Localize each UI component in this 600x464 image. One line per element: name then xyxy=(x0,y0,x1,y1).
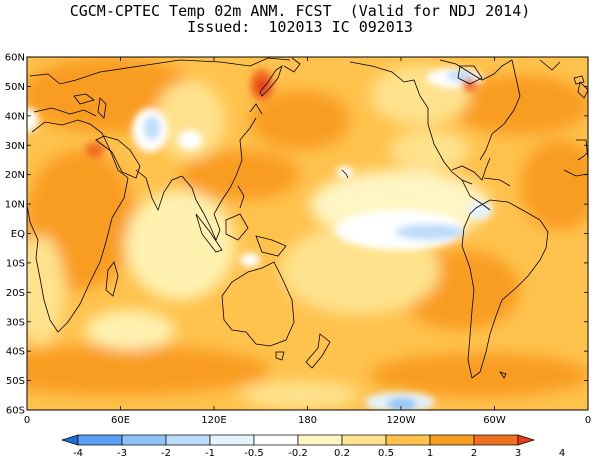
latitude-labels: 60N 50N 40N 30N 20N 10N EQ 10S 20S 30S 40S 50S 60S xyxy=(5,53,25,417)
colorbar-segment xyxy=(385,434,431,446)
lat-label: 40S xyxy=(6,347,25,358)
colorbar-segment xyxy=(297,434,343,446)
coastlines xyxy=(27,57,588,379)
lat-label: 50N xyxy=(5,82,25,93)
lat-label: 10S xyxy=(6,258,25,269)
lat-label: 10N xyxy=(5,200,25,211)
lat-label: 30S xyxy=(6,317,25,328)
colorbar-label: -1 xyxy=(205,448,215,459)
lon-label: 60W xyxy=(483,415,506,426)
lat-label: 20S xyxy=(6,288,25,299)
colorbar-segment xyxy=(429,434,475,446)
lon-label: 60E xyxy=(111,415,130,426)
lat-label: 20N xyxy=(5,170,25,181)
colorbar-segment xyxy=(473,434,519,446)
anomaly-field xyxy=(27,57,588,410)
lon-label: 0 xyxy=(24,415,30,426)
colorbar-segment xyxy=(341,434,387,446)
lat-label: 60N xyxy=(5,53,25,64)
colorbar-label: -3 xyxy=(117,448,127,459)
lon-label: 180 xyxy=(298,415,317,426)
colorbar-label: 2 xyxy=(471,448,477,459)
longitude-labels: 0 60E 120E 180 120W 60W 0 xyxy=(24,415,591,426)
colorbar-segment xyxy=(209,434,255,446)
colorbar-label: 0.5 xyxy=(378,448,394,459)
colorbar xyxy=(60,434,536,446)
colorbar-segment xyxy=(253,434,299,446)
colorbar-segment xyxy=(77,434,123,446)
colorbar-label: 0.2 xyxy=(334,448,350,459)
colorbar-segment xyxy=(517,434,536,446)
colorbar-label: 1 xyxy=(427,448,433,459)
colorbar-label: -4 xyxy=(73,448,83,459)
lat-label: 60S xyxy=(6,406,25,417)
lat-label: 40N xyxy=(5,111,25,122)
colorbar-labels: -4 -3 -2 -1 -0.5 -0.2 0.2 0.5 1 2 3 4 xyxy=(73,448,565,459)
lat-label: 30N xyxy=(5,141,25,152)
issued-subtitle: Issued: 102013 IC 092013 xyxy=(187,18,413,36)
colorbar-label: 3 xyxy=(515,448,521,459)
lat-label: 50S xyxy=(6,376,25,387)
map-title: CGCM-CPTEC Temp 02m ANM. FCST (Valid for… xyxy=(69,2,531,20)
colorbar-label: -2 xyxy=(161,448,171,459)
lat-label: EQ xyxy=(11,229,25,240)
lon-label: 0 xyxy=(585,415,591,426)
lon-label: 120W xyxy=(387,415,416,426)
colorbar-segment xyxy=(165,434,211,446)
colorbar-segment xyxy=(60,434,79,446)
colorbar-label: 4 xyxy=(559,448,565,459)
colorbar-label: -0.5 xyxy=(244,448,264,459)
colorbar-segment xyxy=(121,434,167,446)
colorbar-label: -0.2 xyxy=(288,448,308,459)
lon-label: 120E xyxy=(201,415,226,426)
